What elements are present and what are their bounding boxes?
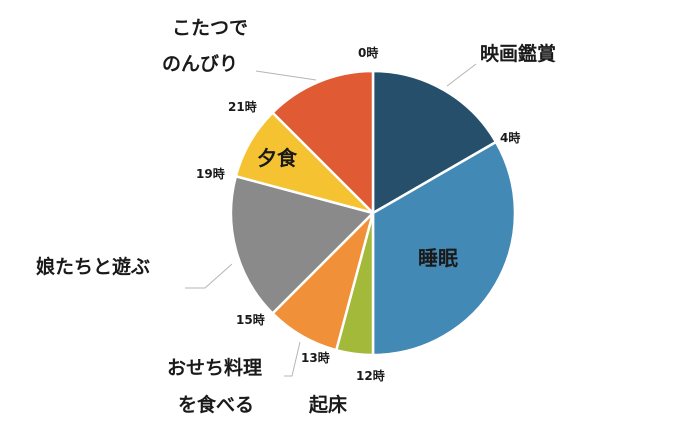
tick-15h: 15時 (236, 312, 265, 327)
leader-line-kotatsu (255, 70, 317, 81)
tick-21h: 21時 (228, 99, 257, 114)
leader-line-musume (185, 263, 233, 289)
tick-13h: 13時 (301, 350, 330, 365)
label-suimin: 睡眠 (418, 246, 458, 270)
label-yushoku: 夕食 (257, 146, 298, 170)
label-eiga: 映画鑑賞 (480, 42, 556, 65)
tick-19h: 19時 (196, 166, 225, 181)
label-kotatsu-line2: のんびり (162, 53, 238, 75)
label-osechi-line1: おせち料理 (167, 356, 262, 379)
pie-slice-1 (371, 140, 517, 357)
label-musume: 娘たちと遊ぶ (36, 255, 150, 278)
label-kisho: 起床 (308, 393, 347, 416)
tick-0h: 0時 (358, 45, 378, 60)
label-kotatsu-line1: こたつで (172, 17, 248, 39)
leader-line-eiga (446, 63, 477, 87)
pie-slice-6 (271, 69, 375, 215)
tick-12h: 12時 (356, 368, 385, 383)
leader-lines (185, 63, 477, 377)
pie-slices (229, 69, 517, 357)
pie-slice-0 (371, 69, 498, 215)
label-osechi-line2: を食べる (178, 393, 254, 416)
pie-slice-4 (229, 175, 375, 315)
tick-4h: 4時 (500, 130, 520, 145)
leader-line-osechi (284, 341, 301, 377)
